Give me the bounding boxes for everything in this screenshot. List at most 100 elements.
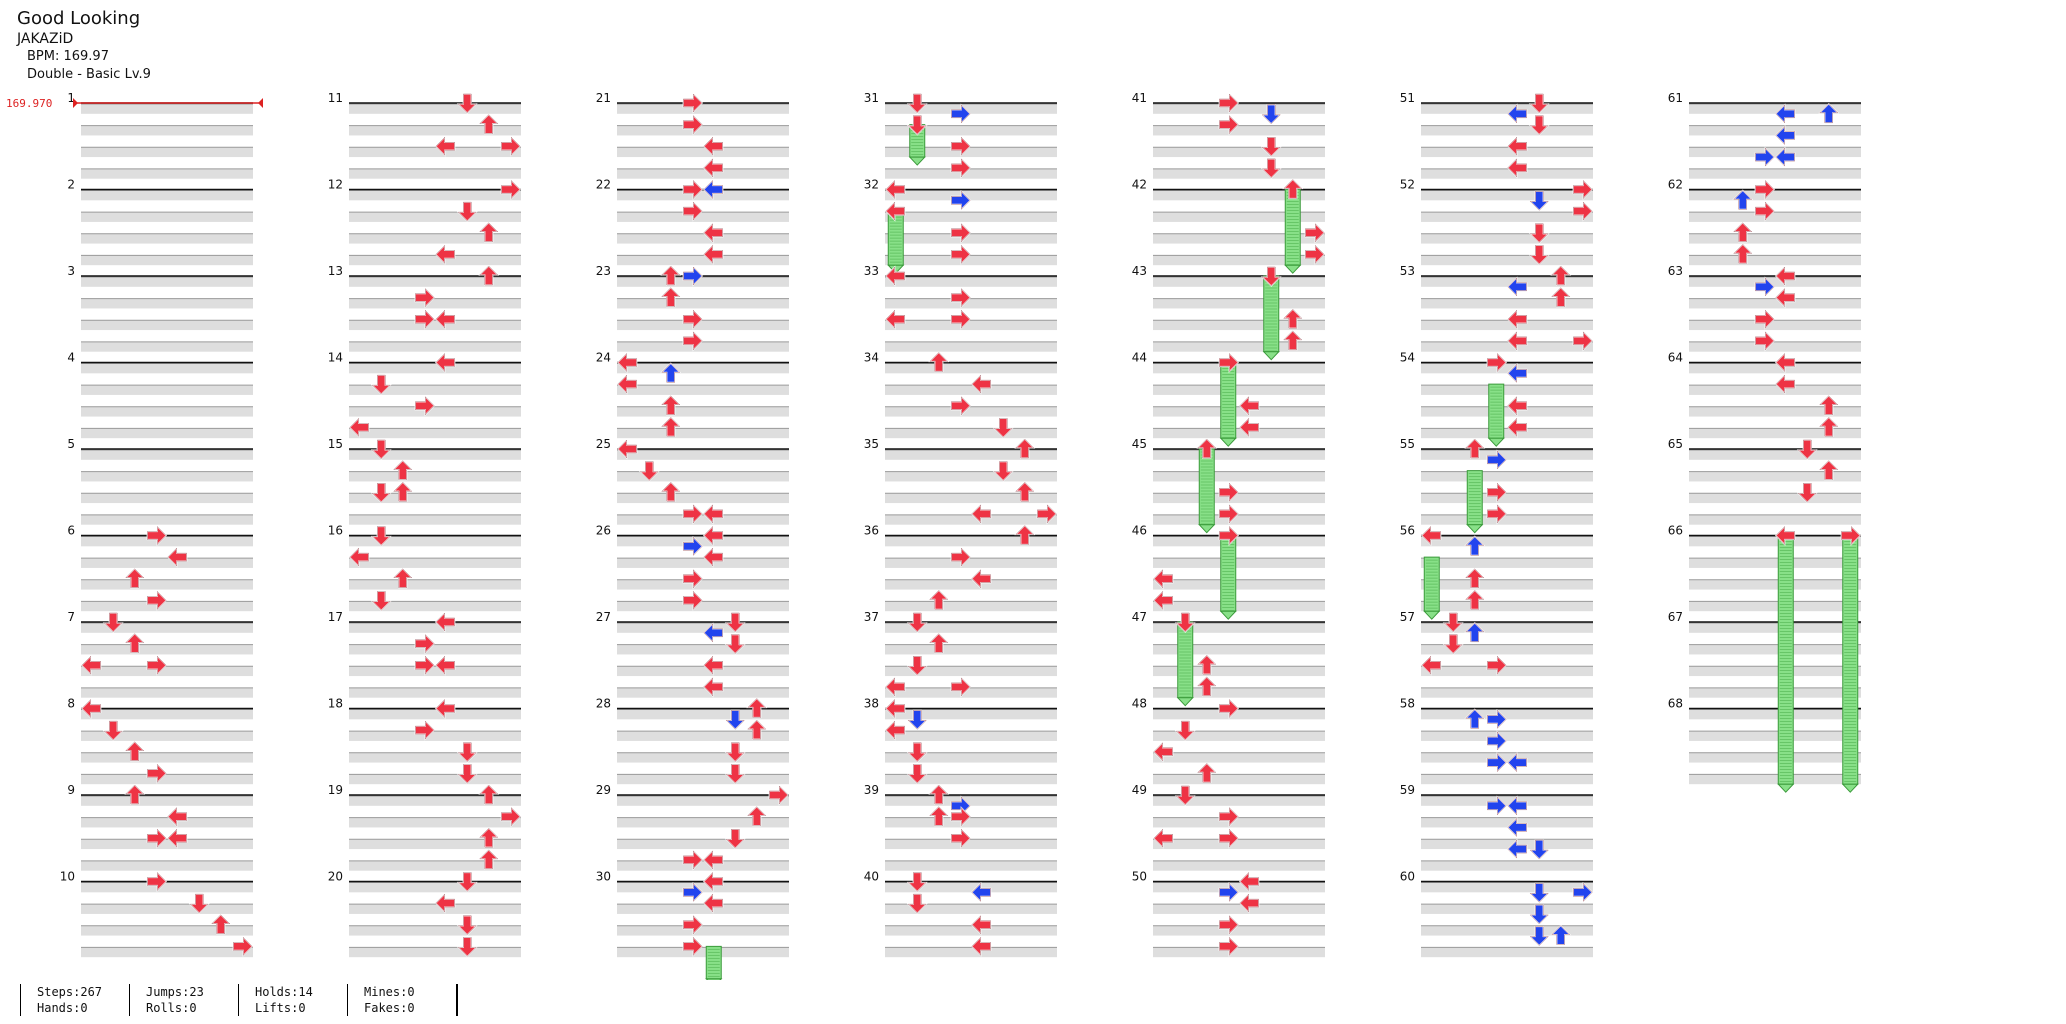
beat-band bbox=[1421, 514, 1593, 525]
up-arrow-icon bbox=[928, 351, 950, 373]
beat-band bbox=[885, 882, 1057, 893]
right-arrow-icon bbox=[1486, 449, 1508, 471]
down-arrow-icon bbox=[456, 936, 478, 958]
arrow-outline bbox=[907, 872, 927, 892]
right-arrow-icon bbox=[414, 308, 436, 330]
arrow-outline bbox=[501, 179, 521, 200]
arrow-outline bbox=[1733, 189, 1753, 210]
beat-band bbox=[349, 687, 521, 698]
arrow-outline bbox=[1733, 222, 1753, 242]
arrow-outline bbox=[1443, 634, 1463, 654]
arrow-outline bbox=[1775, 104, 1795, 124]
measure-number: 36 bbox=[864, 524, 879, 538]
arrow-outline bbox=[971, 882, 991, 902]
down-arrow-icon bbox=[456, 763, 478, 785]
arrow-outline bbox=[951, 396, 971, 416]
beat-band bbox=[885, 514, 1057, 525]
right-arrow-icon bbox=[1486, 654, 1508, 676]
beat-band bbox=[1689, 752, 1861, 763]
beat-band bbox=[1153, 947, 1325, 958]
up-arrow-icon bbox=[1464, 708, 1486, 729]
arrow-outline bbox=[907, 93, 927, 114]
measure-number: 37 bbox=[864, 610, 879, 624]
hold-tail bbox=[1777, 783, 1795, 793]
arrow-outline bbox=[1573, 179, 1593, 200]
arrow-outline bbox=[1507, 158, 1527, 178]
beat-band bbox=[617, 125, 789, 136]
arrow-outline bbox=[457, 937, 477, 957]
beat-band bbox=[81, 839, 253, 850]
beat-band bbox=[1153, 925, 1325, 936]
left-arrow-icon bbox=[884, 265, 906, 287]
right-arrow-icon bbox=[1754, 308, 1776, 330]
measure-number: 16 bbox=[328, 524, 343, 538]
beat-band bbox=[81, 406, 253, 417]
beat-band bbox=[1153, 752, 1325, 763]
measure-number: 12 bbox=[328, 178, 343, 192]
beat-band bbox=[81, 233, 253, 244]
arrow-outline bbox=[929, 784, 949, 805]
arrow-outline bbox=[1551, 925, 1571, 945]
arrow-outline bbox=[725, 764, 745, 784]
left-arrow-icon bbox=[1238, 871, 1260, 892]
down-arrow-icon bbox=[370, 590, 392, 612]
beat-band bbox=[885, 796, 1057, 806]
right-arrow-icon bbox=[146, 871, 168, 892]
arrow-outline bbox=[415, 309, 435, 329]
beat-band bbox=[81, 644, 253, 655]
beat-band bbox=[1153, 774, 1325, 785]
arrow-outline bbox=[683, 331, 703, 351]
arrow-outline bbox=[147, 763, 167, 783]
beat-band bbox=[885, 860, 1057, 871]
beat-band bbox=[349, 428, 521, 439]
up-arrow-icon bbox=[1196, 676, 1218, 697]
down-arrow-icon bbox=[906, 709, 928, 731]
arrow-outline bbox=[1219, 352, 1239, 373]
down-arrow-icon bbox=[1174, 720, 1196, 741]
beat-band bbox=[1689, 212, 1861, 222]
hold-body bbox=[1284, 189, 1301, 266]
arrow-outline bbox=[1775, 374, 1795, 394]
hold-body bbox=[1220, 535, 1237, 612]
arrow-outline bbox=[1219, 698, 1239, 719]
arrow-outline bbox=[725, 829, 745, 849]
beat-band bbox=[1153, 320, 1325, 331]
left-arrow-icon bbox=[702, 871, 724, 892]
left-arrow-icon bbox=[1420, 525, 1442, 546]
stat-fakes: Fakes:0 bbox=[364, 1001, 415, 1015]
beat-band bbox=[349, 558, 521, 568]
arrow-outline bbox=[683, 179, 703, 200]
measure-number: 29 bbox=[596, 783, 611, 797]
measure-number: 1 bbox=[67, 91, 75, 105]
arrow-outline bbox=[479, 784, 499, 805]
measure-number: 50 bbox=[1132, 870, 1147, 884]
beat-band bbox=[1153, 579, 1325, 590]
arrow-outline bbox=[1551, 265, 1571, 286]
arrow-outline bbox=[951, 104, 971, 124]
arrow-outline bbox=[683, 309, 703, 329]
stats-bar: Steps:267 Hands:0 Jumps:23 Rolls:0 Holds… bbox=[20, 984, 458, 1016]
stat-cell: Mines:0 Fakes:0 bbox=[347, 984, 456, 1016]
beat-band bbox=[617, 341, 789, 352]
beat-band bbox=[1689, 385, 1861, 395]
arrow-outline bbox=[371, 374, 391, 395]
beat-band bbox=[1689, 320, 1861, 331]
beat-band bbox=[617, 579, 789, 590]
beat-band bbox=[81, 623, 253, 633]
beat-band bbox=[81, 385, 253, 395]
beat-band bbox=[1421, 471, 1593, 482]
beat-band bbox=[617, 363, 789, 374]
arrow-outline bbox=[233, 936, 253, 956]
left-arrow-icon bbox=[702, 892, 724, 914]
measure-number: 45 bbox=[1132, 437, 1147, 451]
right-arrow-icon bbox=[1218, 481, 1240, 503]
down-arrow-icon bbox=[906, 93, 928, 114]
arrow-outline bbox=[951, 547, 971, 567]
arrow-outline bbox=[1733, 244, 1753, 264]
beat-band bbox=[885, 774, 1057, 785]
down-arrow-icon bbox=[370, 374, 392, 395]
beat-band bbox=[349, 298, 521, 309]
arrow-outline bbox=[125, 568, 145, 588]
beat-band bbox=[617, 277, 789, 287]
beat-band bbox=[81, 687, 253, 698]
